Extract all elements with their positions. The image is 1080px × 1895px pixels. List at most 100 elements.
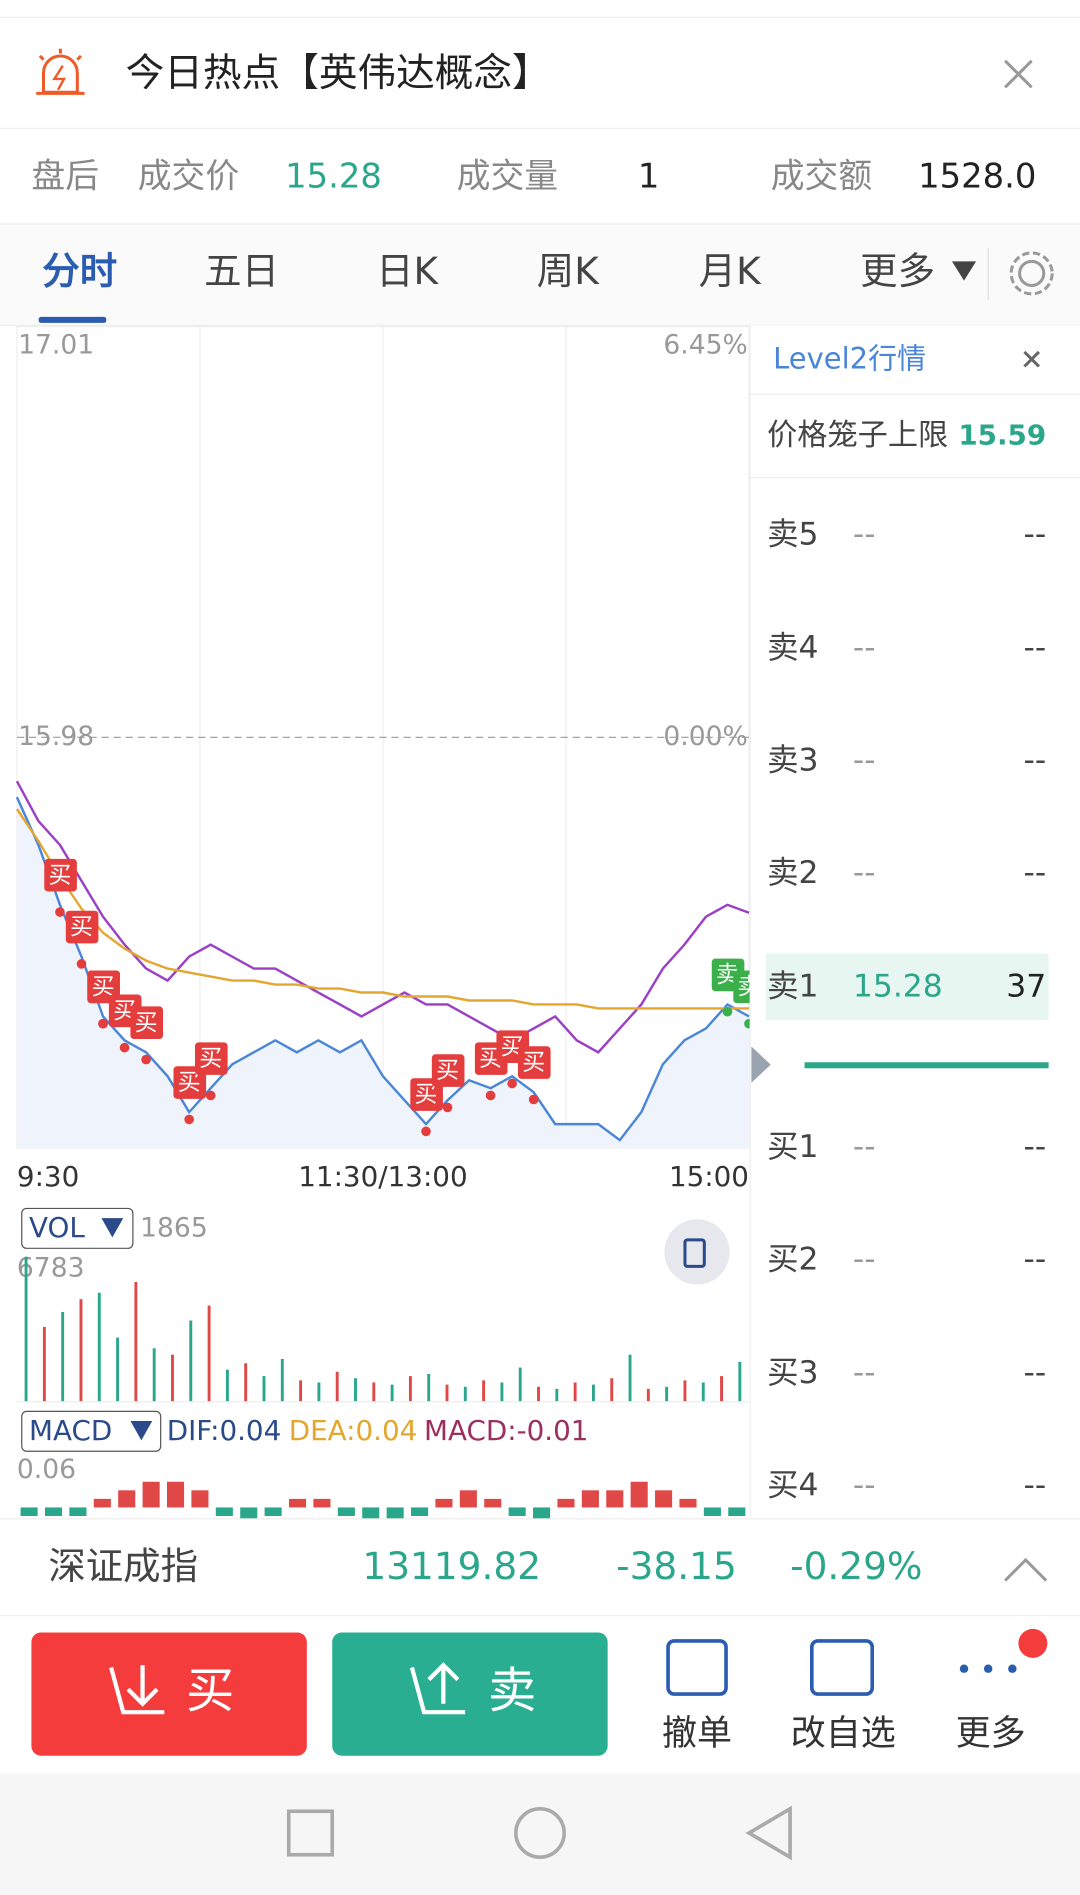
settings-icon[interactable] xyxy=(1009,251,1054,296)
vol-bar xyxy=(720,1376,723,1402)
trade-badge xyxy=(65,910,99,944)
vol-bar xyxy=(134,1282,138,1402)
vol-bar xyxy=(225,1369,229,1402)
l2-volume: -- xyxy=(1024,1467,1047,1503)
l2-label: 卖3 xyxy=(767,742,818,778)
vol-bar xyxy=(189,1320,193,1402)
index-name: 深证成指 xyxy=(48,1544,198,1588)
cage-label: 价格笼子上限 xyxy=(767,418,948,453)
price-label: 成交价 xyxy=(138,156,239,195)
trade-dot xyxy=(528,1094,539,1105)
sell-button[interactable] xyxy=(332,1632,608,1756)
l2-label: 买1 xyxy=(767,1129,818,1165)
y-tick-label: 15.98 xyxy=(18,721,94,752)
l2-label: 买3 xyxy=(767,1355,818,1391)
close-button[interactable] xyxy=(1004,59,1033,89)
macd-bar xyxy=(166,1481,185,1508)
macd-bar xyxy=(191,1490,209,1508)
macd-bar xyxy=(289,1498,307,1508)
trade-dot xyxy=(184,1114,194,1125)
buy-button[interactable] xyxy=(31,1632,307,1756)
l2-volume: -- xyxy=(1024,855,1047,891)
nav-back[interactable] xyxy=(745,1805,792,1861)
macd-bar xyxy=(264,1507,282,1516)
rotate-button[interactable] xyxy=(664,1219,730,1285)
l2-label: 买4 xyxy=(767,1467,818,1503)
trade-badge xyxy=(431,1054,465,1087)
vol-bar xyxy=(390,1384,394,1402)
macd-dropdown xyxy=(130,1421,153,1441)
vol-bar xyxy=(24,1256,28,1402)
action-label[interactable]: 撤单 xyxy=(662,1713,732,1754)
macd-bar xyxy=(630,1481,648,1508)
trade-label: 买 xyxy=(199,1046,222,1072)
macd-dif: DIF:0.04 xyxy=(167,1414,282,1447)
l2-price: -- xyxy=(853,1467,876,1503)
vol-bar xyxy=(152,1348,156,1402)
watch-icon[interactable] xyxy=(810,1639,875,1696)
tab[interactable]: 周K xyxy=(537,249,600,293)
trade-label: 卖 xyxy=(716,962,739,988)
volume: 1 xyxy=(638,156,660,195)
macd-bar xyxy=(484,1498,502,1508)
dropdown-arrow xyxy=(951,261,977,281)
vol-bar xyxy=(463,1386,467,1402)
action-label[interactable]: 更多 xyxy=(956,1713,1026,1754)
trade-label: 买 xyxy=(70,914,93,940)
l2-volume: 37 xyxy=(1006,968,1046,1004)
vol-bar xyxy=(262,1376,266,1402)
macd-bar xyxy=(69,1507,87,1516)
x-tick-label: 9:30 xyxy=(17,1160,79,1193)
trade-dot xyxy=(722,1006,733,1017)
tab[interactable]: 五日 xyxy=(204,249,279,293)
expand-icon[interactable] xyxy=(1004,1557,1048,1582)
l2-volume: -- xyxy=(1024,517,1047,553)
y2-tick-label: 0.00% xyxy=(663,721,747,752)
nav-recent[interactable] xyxy=(286,1809,335,1857)
trade-dot xyxy=(119,1042,130,1053)
more-icon[interactable] xyxy=(959,1664,1017,1673)
vol-bar xyxy=(738,1361,742,1402)
tab[interactable]: 月K xyxy=(699,249,762,293)
price-line xyxy=(15,808,749,1010)
cage-price: 15.59 xyxy=(958,418,1046,451)
tab-indicator xyxy=(38,316,107,323)
vol-bar xyxy=(79,1299,83,1402)
index-change: -38.15 xyxy=(616,1544,737,1588)
x-tick-label: 11:30/13:00 xyxy=(298,1160,467,1193)
vol-bar xyxy=(42,1326,46,1402)
index-bar[interactable] xyxy=(0,1518,1080,1616)
macd-bar xyxy=(337,1507,355,1516)
action-label[interactable]: 改自选 xyxy=(791,1713,896,1754)
vol-bar xyxy=(317,1382,321,1402)
level2-title: Level2行情 xyxy=(773,341,926,375)
vol-bar xyxy=(500,1382,504,1402)
vol-bar xyxy=(482,1380,486,1402)
vol-bar xyxy=(665,1386,669,1402)
settings-icon[interactable] xyxy=(1018,259,1046,287)
notification-dot xyxy=(1018,1628,1048,1658)
cancel-icon[interactable] xyxy=(666,1639,728,1696)
vol-bar xyxy=(354,1378,357,1402)
macd-bar xyxy=(44,1507,63,1516)
vol-bar xyxy=(207,1305,211,1402)
tab[interactable]: 日K xyxy=(376,249,439,293)
index-value: 13119.82 xyxy=(362,1544,541,1588)
trade-badge xyxy=(44,858,77,892)
price: 15.28 xyxy=(285,156,382,195)
trade-badge xyxy=(517,1046,551,1079)
macd-chip xyxy=(21,1410,162,1452)
l2-price: 15.28 xyxy=(853,968,943,1004)
tab[interactable]: 分时 xyxy=(42,249,117,293)
vol-current: 1865 xyxy=(140,1212,208,1243)
macd-tick-label: 0.06 xyxy=(17,1454,76,1485)
close-level2[interactable] xyxy=(1023,350,1040,368)
trade-label: 买 xyxy=(501,1034,524,1060)
collapse-arrow[interactable] xyxy=(751,1046,771,1083)
trade-label: 买 xyxy=(415,1082,438,1108)
nav-home[interactable] xyxy=(514,1807,566,1859)
level2-panel xyxy=(750,325,1080,1519)
trade-dot xyxy=(442,1102,453,1113)
trade-label: 买 xyxy=(178,1070,201,1096)
tab[interactable]: 更多 xyxy=(860,249,935,293)
